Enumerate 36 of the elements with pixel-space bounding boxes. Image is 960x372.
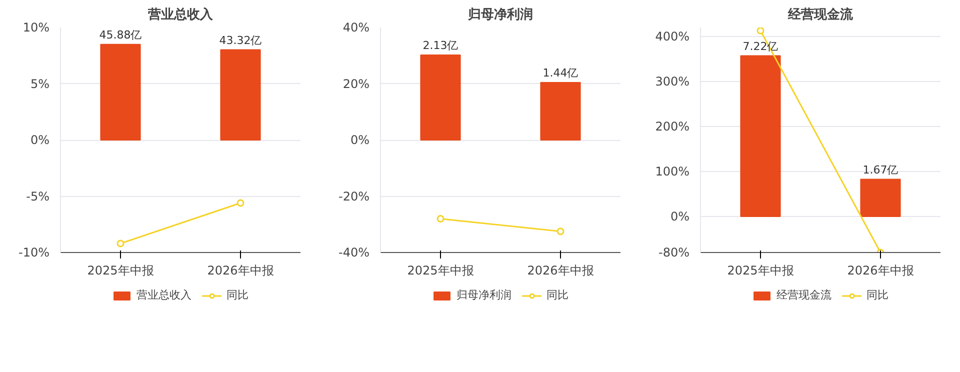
- legend-label: 同比: [866, 288, 888, 302]
- x-tick-label: 2025年中报: [87, 264, 154, 278]
- y-tick-label: -5%: [26, 189, 50, 204]
- y-tick-label: 5%: [30, 76, 50, 91]
- chart-title: 经营现金流: [787, 6, 854, 22]
- y-tick-label: 40%: [342, 20, 370, 34]
- y-tick-label: 10%: [22, 20, 50, 34]
- legend-label: 同比: [226, 288, 248, 302]
- chart-title: 归母净利润: [467, 6, 533, 22]
- x-tick-label: 2026年中报: [527, 264, 594, 278]
- legend-label: 归母净利润: [456, 288, 512, 302]
- y-tick-label: 0%: [30, 133, 50, 147]
- y-tick-label: 20%: [342, 76, 370, 91]
- data-label: 2.13亿: [422, 39, 458, 52]
- y-tick-label: -20%: [338, 189, 370, 204]
- y-tick-label: 300%: [655, 74, 690, 88]
- x-tick-label: 2025年中报: [407, 264, 474, 278]
- legend-label: 营业总收入: [136, 288, 192, 302]
- data-label: 43.32亿: [219, 34, 262, 47]
- data-label: 45.88亿: [99, 28, 142, 42]
- y-tick-label: -10%: [18, 246, 50, 260]
- legend-label: 经营现金流: [776, 288, 832, 302]
- data-label: 1.44亿: [542, 66, 578, 80]
- y-tick-label: -80%: [658, 246, 690, 260]
- legend-label: 同比: [546, 288, 568, 302]
- x-tick-label: 2026年中报: [207, 264, 274, 278]
- y-tick-label: 100%: [655, 164, 690, 178]
- y-tick-label: 400%: [655, 30, 690, 44]
- chart-title: 营业总收入: [147, 6, 214, 22]
- x-tick-label: 2026年中报: [847, 264, 914, 278]
- y-tick-label: 0%: [670, 210, 690, 224]
- data-label: 1.67亿: [862, 163, 898, 176]
- y-tick-label: 200%: [655, 120, 690, 134]
- y-tick-label: -40%: [338, 246, 370, 260]
- y-tick-label: 0%: [350, 133, 370, 147]
- x-tick-label: 2025年中报: [727, 264, 794, 278]
